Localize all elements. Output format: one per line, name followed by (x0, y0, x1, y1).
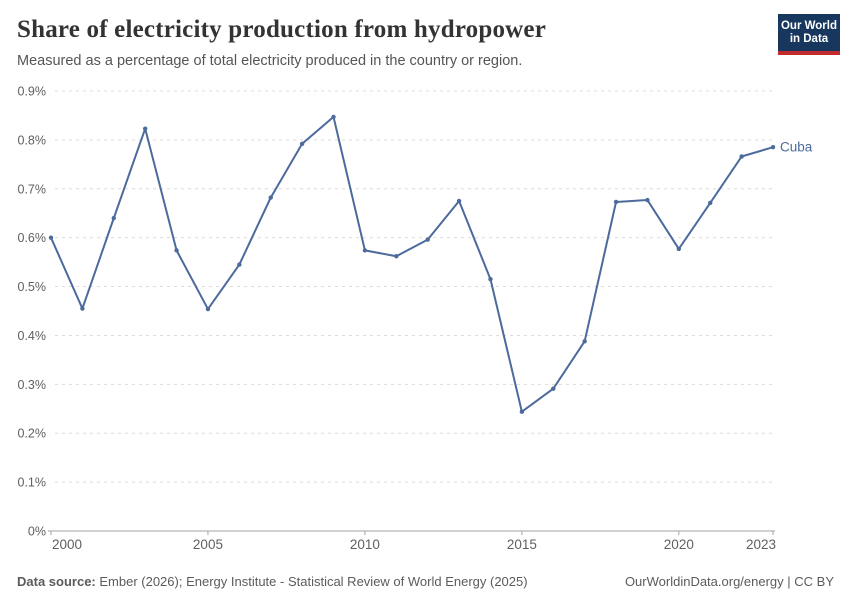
x-tick-label: 2023 (746, 537, 776, 552)
data-source-text: Ember (2026); Energy Institute - Statist… (95, 574, 528, 589)
owid-logo-line2: in Data (789, 32, 829, 45)
x-tick-label: 2005 (193, 537, 223, 552)
data-point-2012[interactable] (425, 237, 430, 242)
chart-title: Share of electricity production from hyd… (17, 16, 547, 43)
y-tick-label: 0.8% (18, 133, 47, 147)
data-point-2022[interactable] (739, 154, 744, 159)
data-point-2017[interactable] (582, 339, 587, 344)
data-point-2007[interactable] (268, 195, 273, 200)
owid-link[interactable]: OurWorldinData.org/energy | CC BY (624, 574, 834, 589)
series-label-cuba[interactable]: Cuba (780, 140, 813, 155)
data-point-2020[interactable] (676, 246, 682, 252)
y-tick-label: 0.2% (18, 427, 47, 441)
data-point-2005[interactable] (205, 306, 211, 312)
data-point-2015[interactable] (519, 409, 525, 414)
data-point-2004[interactable] (174, 248, 179, 253)
y-tick-label: 0.6% (18, 231, 47, 245)
data-point-2019[interactable] (645, 197, 650, 203)
data-point-2011[interactable] (394, 254, 399, 259)
x-tick-label: 2020 (664, 537, 694, 552)
data-point-2013[interactable] (456, 198, 462, 204)
y-tick-label: 0.5% (18, 280, 47, 294)
x-tick-label: 2015 (507, 537, 537, 552)
data-source-note: Data source: Ember (2026); Energy Instit… (17, 574, 528, 589)
data-point-2008[interactable] (299, 141, 305, 146)
data-point-2016[interactable] (551, 386, 556, 391)
x-tick-label: 2010 (350, 537, 380, 552)
data-point-2000[interactable] (48, 235, 54, 240)
owid-logo-red-bar (778, 51, 840, 55)
owid-logo-line1: Our World (780, 19, 837, 32)
data-point-2002[interactable] (111, 215, 116, 221)
y-tick-label: 0.4% (18, 329, 47, 343)
chart-subtitle: Measured as a percentage of total electr… (17, 53, 523, 69)
owid-logo[interactable]: Our World in Data (778, 14, 840, 55)
data-point-2006[interactable] (237, 262, 242, 267)
data-point-2001[interactable] (80, 306, 85, 311)
data-point-2021[interactable] (708, 200, 713, 206)
chart-footer: Data source: Ember (2026); Energy Instit… (17, 574, 834, 589)
y-tick-label: 0.1% (18, 476, 47, 490)
data-source-label: Data source: (17, 574, 96, 589)
y-tick-label: 0.7% (18, 182, 47, 196)
x-axis-ticks: 2000 2005 2010 2015 2020 2023 (50, 531, 776, 552)
series-line-cuba[interactable] (50, 115, 774, 413)
data-point-2003[interactable] (142, 126, 148, 131)
data-point-2009[interactable] (331, 114, 336, 120)
x-tick-label: 2000 (52, 537, 82, 552)
data-point-2010[interactable] (362, 248, 368, 253)
data-point-2014[interactable] (488, 277, 493, 282)
owid-logo-box: Our World in Data (778, 14, 840, 51)
y-gridlines: 0% 0.1% 0.2% 0.3% 0.4% 0.5% 0.6% 0.7% 0.8% 0.9% (18, 85, 775, 539)
y-tick-label: 0% (28, 525, 46, 539)
y-tick-label: 0.9% (18, 85, 47, 99)
y-tick-label: 0.3% (18, 378, 47, 392)
data-point-2023[interactable] (770, 145, 776, 150)
data-point-2018[interactable] (613, 199, 619, 205)
series-cuba: Cuba (48, 114, 813, 414)
